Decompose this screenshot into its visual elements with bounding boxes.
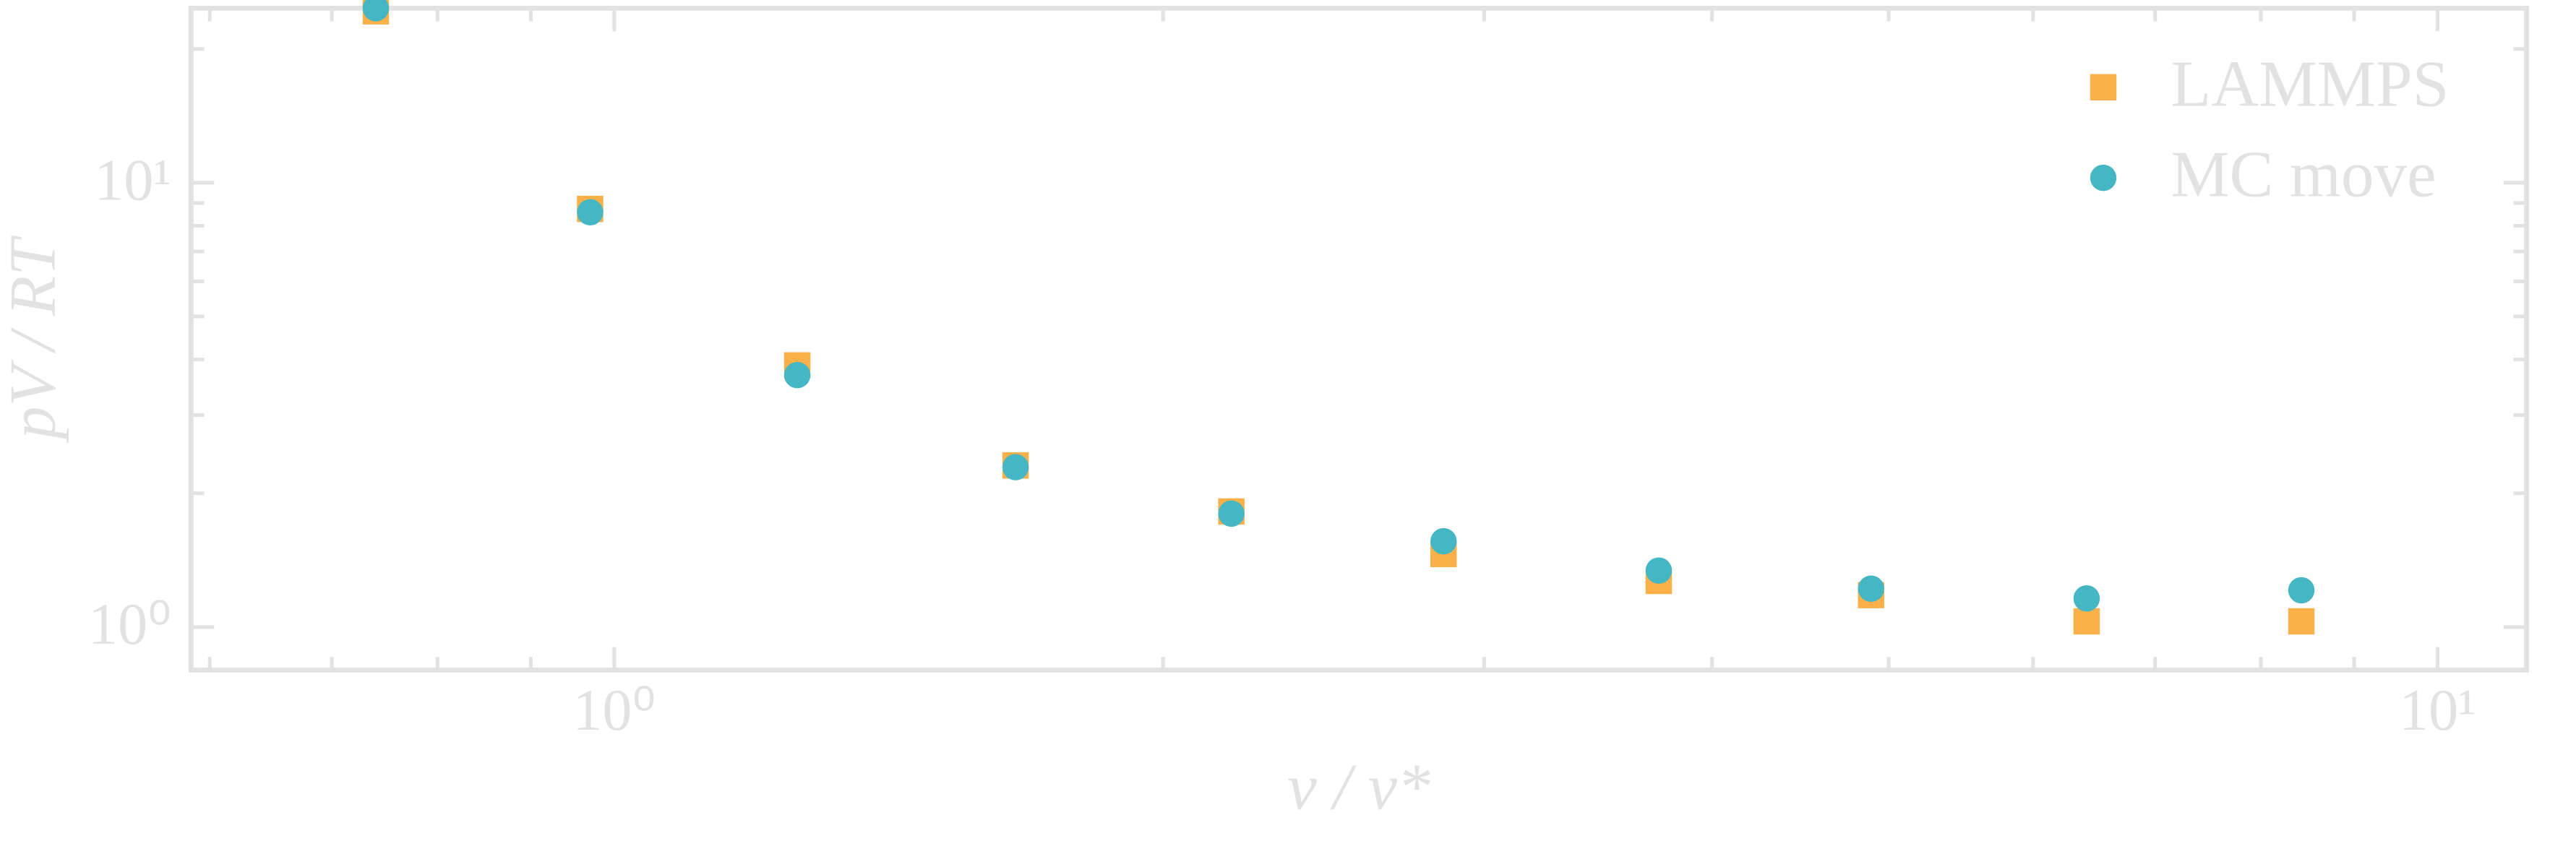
marker-square [2090, 74, 2117, 101]
legend-label: MC move [2171, 138, 2436, 211]
marker-circle [1002, 454, 1029, 480]
marker-circle [1645, 557, 1673, 584]
marker-square [2288, 608, 2315, 635]
x-tick-label: 10¹ [2399, 677, 2476, 743]
marker-circle [783, 361, 811, 389]
marker-circle [2288, 577, 2315, 604]
marker-circle [577, 199, 604, 226]
y-axis-label: pV / RT [0, 235, 69, 444]
marker-square [2073, 608, 2100, 635]
marker-circle [2073, 585, 2100, 612]
marker-circle [2090, 164, 2117, 191]
plot-frame [188, 5, 2530, 673]
y-tick-label: 10⁰ [88, 591, 171, 657]
marker-circle [1858, 575, 1884, 602]
marker-circle [1430, 527, 1457, 555]
x-axis-label: v / v* [1287, 750, 1430, 823]
legend-label: LAMMPS [2171, 47, 2449, 120]
marker-circle [1218, 500, 1245, 527]
x-tick-label: 10⁰ [572, 677, 656, 743]
y-tick-label: 10¹ [94, 147, 171, 212]
marker-circle [362, 0, 390, 22]
